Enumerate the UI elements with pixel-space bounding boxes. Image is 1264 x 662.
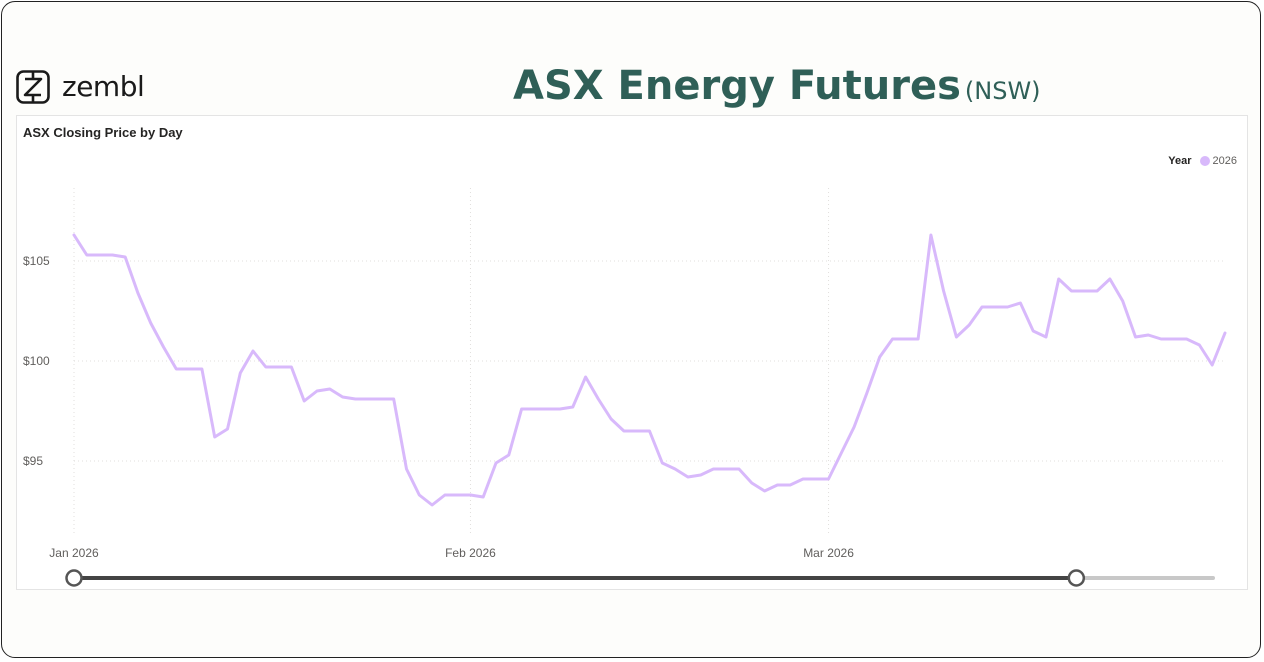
- slider-end-handle[interactable]: [1067, 569, 1086, 587]
- series-layer: [72, 233, 1227, 507]
- y-tick-label: $100: [23, 354, 50, 368]
- zembl-logo-icon: [16, 70, 50, 104]
- x-tick-label: Feb 2026: [445, 546, 496, 560]
- x-tick-label: Mar 2026: [803, 546, 854, 560]
- legend-marker-2026[interactable]: [1199, 156, 1210, 166]
- y-tick-label: $105: [23, 254, 50, 268]
- legend-title: Year: [1168, 155, 1192, 167]
- chart-card[interactable]: ASX Closing Price by Day Year 2026 $95 $1…: [16, 115, 1248, 590]
- x-tick-label: Jan 2026: [49, 546, 99, 560]
- chart-title: ASX Closing Price by Day: [23, 125, 183, 140]
- page-title-main: ASX Energy Futures: [513, 63, 961, 109]
- slider-start-handle[interactable]: [65, 569, 83, 587]
- legend-label-2026[interactable]: 2026: [1212, 155, 1237, 167]
- y-tick-label: $95: [23, 454, 43, 468]
- date-range-slider: [65, 569, 1215, 587]
- page-title-suffix: (NSW): [964, 77, 1041, 105]
- page-title: ASX Energy Futures (NSW): [513, 66, 1041, 106]
- zembl-logo: zembl: [16, 70, 145, 104]
- line-chart[interactable]: $95 $100 $105 Jan 2026 Feb 2026 Mar 2026: [17, 116, 1247, 589]
- series-line-2026[interactable]: [72, 233, 1227, 507]
- logo-text: zembl: [62, 70, 145, 103]
- chart-legend: Year 2026: [1168, 155, 1237, 167]
- axis-labels: $95 $100 $105 Jan 2026 Feb 2026 Mar 2026: [23, 254, 854, 560]
